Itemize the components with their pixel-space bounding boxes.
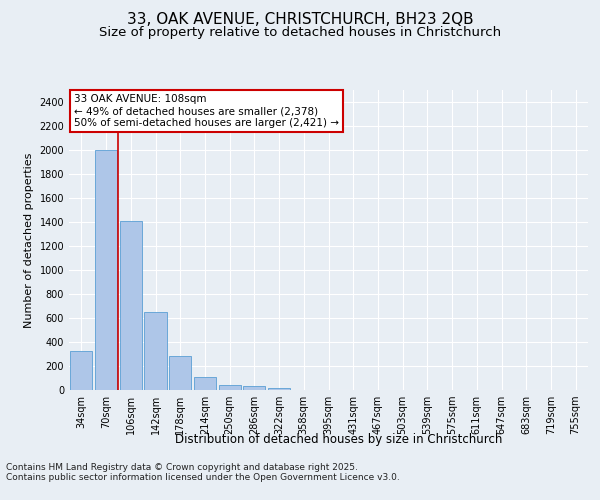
Bar [95,150,117,390]
Text: 33 OAK AVENUE: 108sqm
← 49% of detached houses are smaller (2,378)
50% of semi-d: 33 OAK AVENUE: 108sqm ← 49% of detached … [74,94,339,128]
Bar [169,356,191,390]
Bar [243,386,265,390]
Bar [145,312,167,390]
Bar [70,351,92,390]
Bar [119,221,142,390]
Text: 33, OAK AVENUE, CHRISTCHURCH, BH23 2QB: 33, OAK AVENUE, CHRISTCHURCH, BH23 2QB [127,12,473,28]
Y-axis label: Number of detached properties: Number of detached properties [24,152,34,328]
Bar [194,378,216,390]
Text: Contains HM Land Registry data © Crown copyright and database right 2025.: Contains HM Land Registry data © Crown c… [6,464,358,472]
Bar [218,384,241,390]
Text: Distribution of detached houses by size in Christchurch: Distribution of detached houses by size … [175,432,503,446]
Bar [268,388,290,390]
Text: Size of property relative to detached houses in Christchurch: Size of property relative to detached ho… [99,26,501,39]
Text: Contains public sector information licensed under the Open Government Licence v3: Contains public sector information licen… [6,474,400,482]
